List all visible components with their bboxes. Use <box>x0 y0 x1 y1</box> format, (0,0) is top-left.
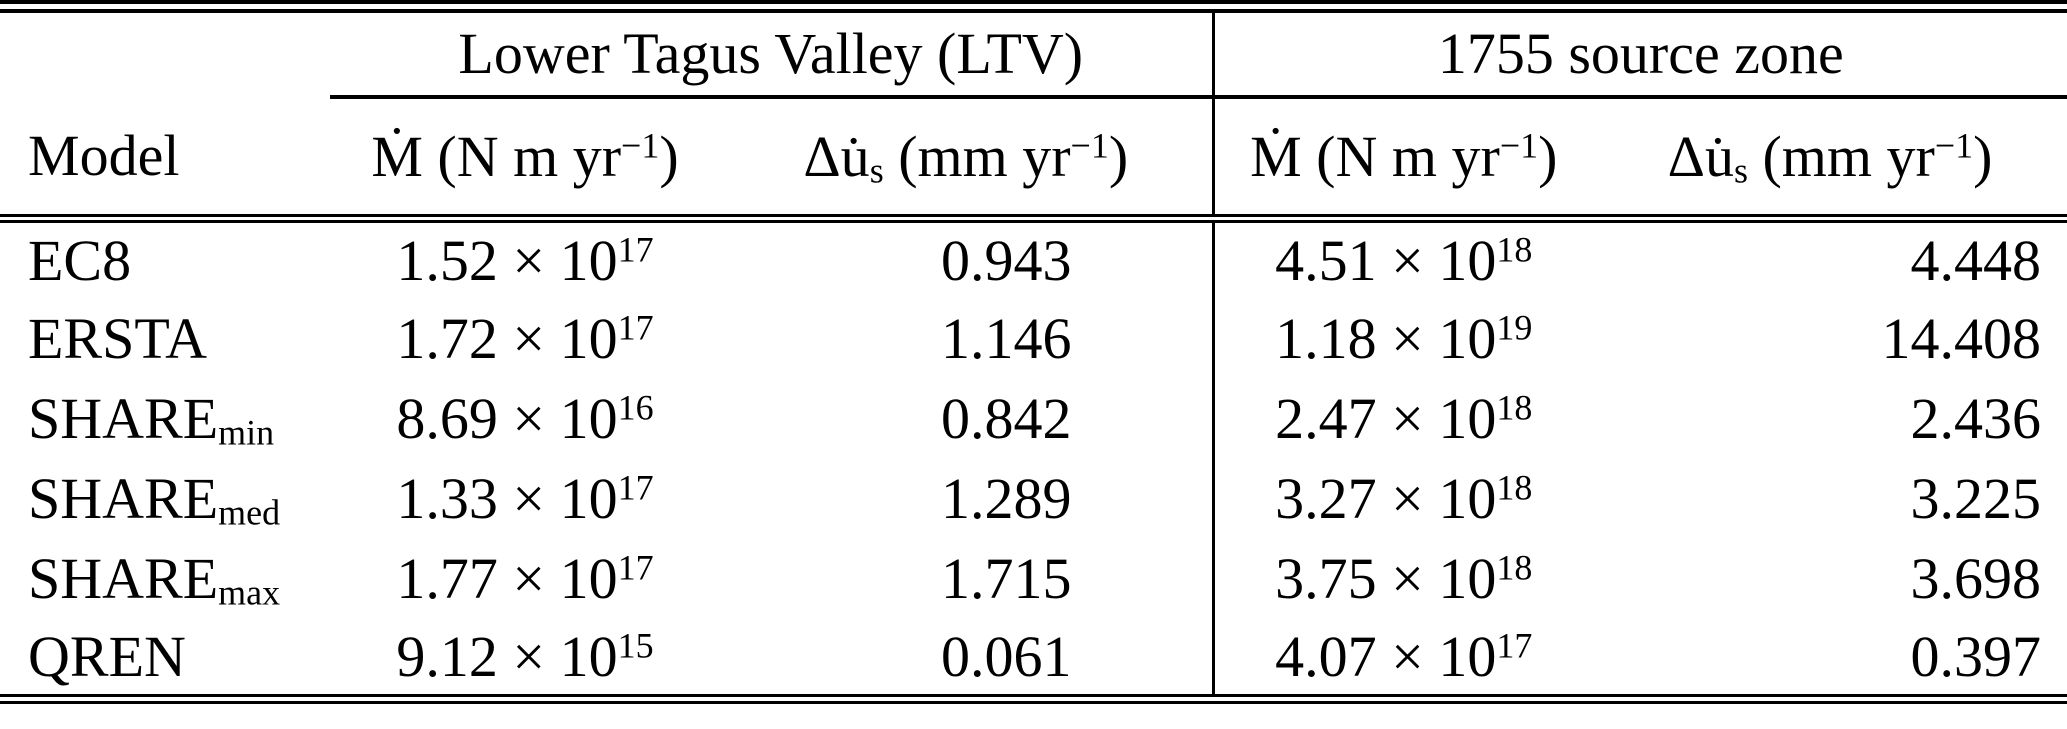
model-name: SHARE <box>28 386 219 451</box>
model-name: EC8 <box>28 228 132 294</box>
moment-exponent: 18 <box>1496 387 1533 428</box>
slip-source-zone-cell: 4.448 <box>1910 228 2042 294</box>
slip-ltv-cell: 0.943 <box>941 228 1072 294</box>
slip-ltv-cell: 1.289 <box>941 466 1072 531</box>
model-name-subscript: med <box>218 492 281 533</box>
moment-ltv-cell: 1.77 × 1017 <box>330 539 720 619</box>
moment-unit-exponent: −1 <box>1499 125 1539 166</box>
slip-unit-exponent: −1 <box>1934 125 1974 166</box>
slip-ltv-cell: 0.842 <box>941 386 1072 451</box>
table-row-ersta: ERSTA 1.72 × 1017 1.146 1.18 × 1019 14.4… <box>0 298 2067 379</box>
model-name-cell: SHAREmed <box>0 459 330 539</box>
moment-exponent: 19 <box>1496 307 1533 348</box>
moment-mantissa: 8.69 × 10 <box>396 386 618 451</box>
column-header-moment-source-zone: Ṁ (N m yr−1) <box>1211 96 1594 223</box>
moment-mantissa: 1.33 × 10 <box>396 466 618 531</box>
moment-ltv-cell: 8.69 × 1016 <box>330 379 720 459</box>
slip-source-zone-cell: 3.698 <box>1910 546 2042 611</box>
table-row-share-min: SHAREmin 8.69 × 1016 0.842 2.47 × 1018 2… <box>0 378 2067 459</box>
model-name-cell: SHAREmax <box>0 539 330 619</box>
moment-mantissa: 1.77 × 10 <box>396 546 618 611</box>
column-header-row: Model Ṁ (N m yr−1) Δu̇s (mm yr−1) Ṁ (N m… <box>0 96 2067 223</box>
slip-source-zone-cell: 3.225 <box>1910 466 2042 531</box>
slip-symbol-subscript: s <box>1733 150 1748 191</box>
moment-mantissa: 4.51 × 10 <box>1275 228 1497 294</box>
moment-ltv-cell: 1.52 × 1017 <box>330 219 720 299</box>
moment-unit-exponent: −1 <box>621 125 660 166</box>
slip-source-zone-cell: 2.436 <box>1910 386 2042 451</box>
group-header-source-zone: 1755 source zone <box>1211 6 2067 99</box>
moment-source-zone-cell: 3.27 × 1018 <box>1211 458 1594 539</box>
slip-symbol-text: Δu̇ <box>803 123 870 189</box>
column-header-moment-ltv: Ṁ (N m yr−1) <box>330 96 720 223</box>
slip-source-zone-cell: 14.408 <box>1881 306 2042 371</box>
moment-ltv-cell: 9.12 × 1015 <box>330 619 720 699</box>
moment-mantissa: 3.75 × 10 <box>1275 546 1497 611</box>
slip-unit-close: ) <box>1108 123 1129 189</box>
moment-exponent: 18 <box>1496 547 1533 588</box>
model-name-cell: SHAREmin <box>0 379 330 459</box>
column-header-slip-source-zone: Δu̇s (mm yr−1) <box>1593 96 2067 223</box>
moment-mantissa: 2.47 × 10 <box>1275 386 1497 451</box>
table-row-ec8: EC8 1.52 × 1017 0.943 4.51 × 1018 4.448 <box>0 218 2067 299</box>
moment-unit-text: Ṁ (N m yr <box>371 123 622 189</box>
moment-exponent: 18 <box>1496 467 1533 508</box>
moment-exponent: 17 <box>617 467 654 508</box>
slip-unit-close: ) <box>1973 123 1993 189</box>
table-row-share-med: SHAREmed 1.33 × 1017 1.289 3.27 × 1018 3… <box>0 458 2067 539</box>
moment-unit-text: Ṁ (N m yr <box>1250 123 1500 189</box>
column-header-slip-ltv: Δu̇s (mm yr−1) <box>720 96 1214 223</box>
slip-ltv-cell: 1.715 <box>941 546 1072 611</box>
moment-mantissa: 1.52 × 10 <box>396 228 618 294</box>
moment-exponent: 17 <box>1496 624 1533 665</box>
model-name: QREN <box>28 623 186 689</box>
slip-unit-text: (mm yr <box>883 123 1071 189</box>
moment-mantissa: 4.07 × 10 <box>1275 623 1497 689</box>
model-name: SHARE <box>28 466 219 531</box>
slip-symbol-subscript: s <box>869 150 884 191</box>
column-header-model: Model <box>0 96 330 223</box>
moment-source-zone-cell: 4.51 × 1018 <box>1211 218 1594 299</box>
moment-mantissa: 3.27 × 10 <box>1275 466 1497 531</box>
moment-exponent: 16 <box>617 387 654 428</box>
slip-ltv-cell: 1.146 <box>941 306 1072 371</box>
table-row-qren: QREN 9.12 × 1015 0.061 4.07 × 1017 0.397 <box>0 618 2067 699</box>
slip-unit-exponent: −1 <box>1070 125 1109 166</box>
group-header-row: Lower Tagus Valley (LTV) 1755 source zon… <box>0 6 2067 99</box>
moment-ltv-cell: 1.33 × 1017 <box>330 459 720 539</box>
moment-source-zone-cell: 3.75 × 1018 <box>1211 538 1594 619</box>
model-name-subscript: max <box>218 572 281 613</box>
moment-source-zone-cell: 1.18 × 1019 <box>1211 298 1594 379</box>
moment-mantissa: 1.18 × 10 <box>1275 306 1497 371</box>
moment-exponent: 17 <box>617 229 654 270</box>
slip-ltv-cell: 0.061 <box>941 623 1072 689</box>
moment-rate-comparison-table: Lower Tagus Valley (LTV) 1755 source zon… <box>0 0 2067 704</box>
moment-source-zone-cell: 2.47 × 1018 <box>1211 378 1594 459</box>
moment-unit-close: ) <box>1538 123 1558 189</box>
model-name-cell: EC8 <box>0 219 330 299</box>
moment-ltv-cell: 1.72 × 1017 <box>330 299 720 379</box>
model-name-cell: ERSTA <box>0 299 330 379</box>
moment-exponent: 18 <box>1496 229 1533 270</box>
moment-mantissa: 9.12 × 10 <box>396 623 618 689</box>
empty-corner-cell <box>0 7 330 97</box>
moment-mantissa: 1.72 × 10 <box>396 306 618 371</box>
slip-symbol-text: Δu̇ <box>1667 123 1734 189</box>
moment-exponent: 15 <box>617 624 654 665</box>
moment-source-zone-cell: 4.07 × 1017 <box>1211 618 1594 699</box>
moment-exponent: 17 <box>617 307 654 348</box>
slip-unit-text: (mm yr <box>1747 123 1935 189</box>
table-row-share-max: SHAREmax 1.77 × 1017 1.715 3.75 × 1018 3… <box>0 538 2067 619</box>
model-name: ERSTA <box>28 306 208 371</box>
slip-source-zone-cell: 0.397 <box>1910 623 2042 689</box>
moment-exponent: 17 <box>617 547 654 588</box>
model-name: SHARE <box>28 546 219 611</box>
model-name-subscript: min <box>218 412 275 453</box>
moment-unit-close: ) <box>659 123 679 189</box>
group-header-ltv: Lower Tagus Valley (LTV) <box>330 6 1214 99</box>
model-name-cell: QREN <box>0 619 330 699</box>
